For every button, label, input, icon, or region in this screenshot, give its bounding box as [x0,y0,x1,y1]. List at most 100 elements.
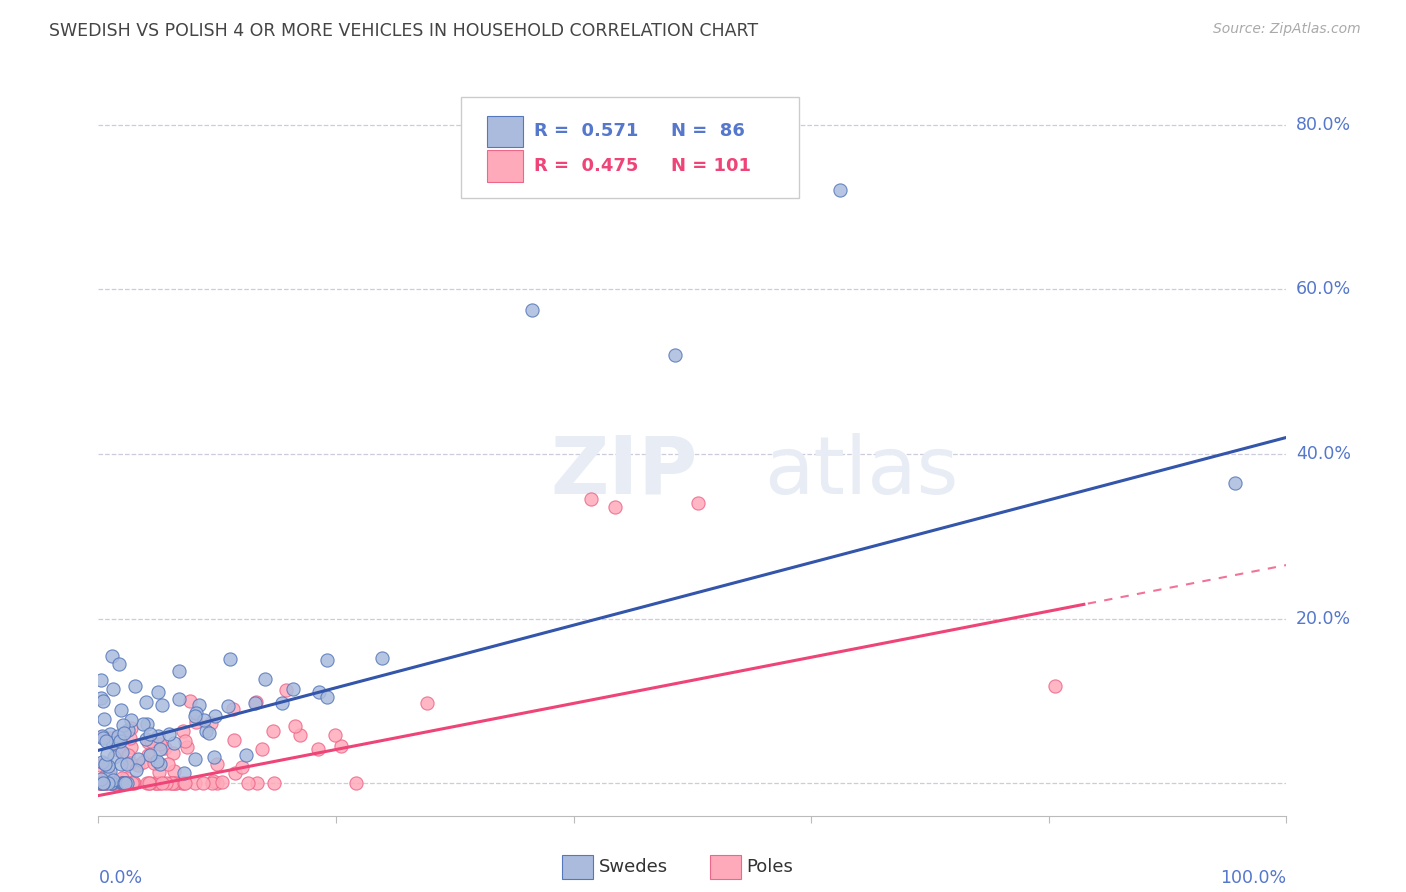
Point [136,747,159,762]
Point [94,768,117,782]
Point [122,776,145,790]
Point [89,776,111,790]
Point [96,747,118,761]
Point [112,776,135,790]
Point [146,685,169,699]
Point [148,729,170,743]
Point [94,776,117,790]
Point [121,776,143,790]
Point [100,776,122,790]
FancyBboxPatch shape [486,116,523,147]
Point [101,773,124,788]
Point [605,500,627,515]
Point [263,776,285,790]
Point [173,776,195,790]
Point [91,731,114,746]
Point [149,737,172,751]
Point [108,734,131,748]
Point [103,750,125,764]
Point [100,736,122,750]
Point [98,764,121,779]
Point [90,776,112,790]
Point [138,776,160,790]
Point [125,763,148,777]
Point [159,776,181,790]
Point [112,776,135,790]
Point [316,652,339,666]
Point [173,776,195,790]
Point [224,733,246,747]
Text: 60.0%: 60.0% [1296,280,1351,298]
FancyBboxPatch shape [461,97,800,198]
Point [120,739,142,754]
Point [201,774,224,789]
Point [250,742,273,756]
Point [139,727,162,741]
Point [183,776,205,790]
Point [135,731,157,746]
Point [111,745,134,759]
Point [288,728,311,742]
Point [100,776,122,790]
Point [93,776,115,790]
Point [416,696,439,710]
Point [143,756,166,770]
Point [120,756,142,770]
Point [222,702,245,716]
Point [193,713,215,727]
Point [103,776,125,790]
Point [127,752,149,766]
Point [132,716,155,731]
Point [184,709,207,723]
Point [828,183,851,197]
Point [172,724,194,739]
Point [101,736,124,750]
Point [117,723,139,738]
Point [89,758,111,772]
Point [146,754,169,768]
Point [205,756,228,771]
Point [245,696,267,710]
Point [120,721,142,735]
Point [156,756,179,771]
Point [136,717,159,731]
Text: 80.0%: 80.0% [1296,116,1351,134]
Point [167,664,190,678]
Point [91,729,114,743]
Text: 0.0%: 0.0% [98,869,142,887]
Point [163,776,186,790]
Text: Swedes: Swedes [599,858,668,876]
Point [89,776,111,790]
Point [245,695,267,709]
Point [315,690,337,705]
Text: 40.0%: 40.0% [1296,445,1351,463]
Point [217,699,239,714]
Point [187,698,209,712]
Text: atlas: atlas [763,433,957,510]
Point [236,776,259,790]
Point [150,776,173,790]
Point [90,755,112,769]
Point [90,776,112,790]
Point [162,776,184,790]
Point [283,719,305,733]
Point [110,703,132,717]
Point [281,682,304,697]
Point [162,746,184,760]
Point [246,776,269,790]
Point [90,673,112,687]
Point [114,776,136,790]
Point [127,758,149,772]
Point [198,726,221,740]
Point [202,749,225,764]
Point [218,651,240,665]
Point [195,723,218,738]
Point [112,776,135,790]
Point [157,727,180,741]
Point [1225,475,1247,490]
Point [308,685,330,699]
Point [111,776,134,790]
Text: N =  86: N = 86 [671,122,745,140]
Point [110,756,132,771]
Text: R =  0.475: R = 0.475 [534,157,638,175]
